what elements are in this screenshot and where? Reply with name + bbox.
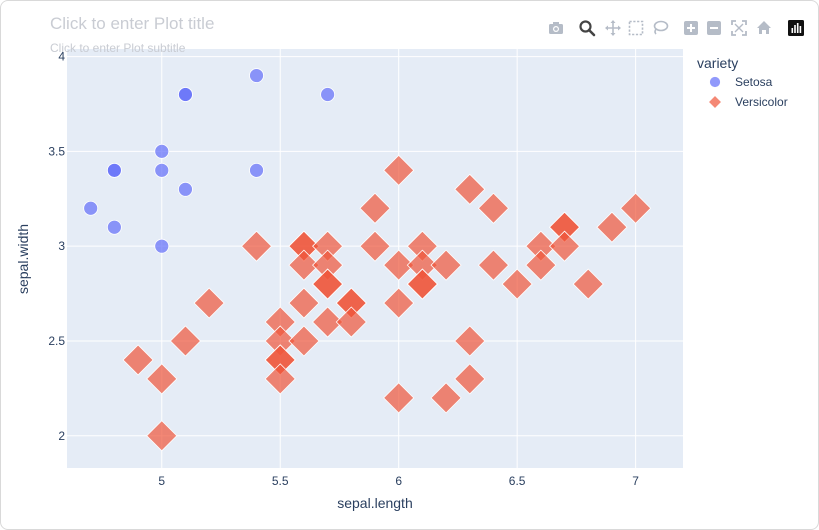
camera-icon[interactable] xyxy=(547,17,567,39)
data-point-versicolor[interactable] xyxy=(454,325,486,357)
reset-axes-icon[interactable] xyxy=(755,17,775,39)
data-point-setosa[interactable] xyxy=(154,162,170,178)
plot-subtitle-placeholder[interactable]: Click to enter Plot subtitle xyxy=(50,41,186,55)
data-point-versicolor[interactable] xyxy=(383,154,415,186)
data-point-setosa[interactable] xyxy=(178,181,193,197)
data-point-versicolor[interactable] xyxy=(359,230,391,262)
data-point-versicolor[interactable] xyxy=(240,230,273,262)
data-point-setosa[interactable] xyxy=(154,143,170,159)
data-point-setosa[interactable] xyxy=(106,219,122,235)
data-point-versicolor[interactable] xyxy=(525,249,557,281)
y-axis-title[interactable]: sepal.width xyxy=(15,224,31,294)
x-tick-label: 7 xyxy=(632,474,639,488)
legend-item-versicolor[interactable]: Versicolor xyxy=(707,94,788,110)
data-point-versicolor[interactable] xyxy=(169,325,202,357)
plotly-logo-icon[interactable] xyxy=(787,17,807,39)
data-point-versicolor[interactable] xyxy=(359,192,391,224)
data-point-versicolor[interactable] xyxy=(572,268,604,300)
data-points xyxy=(83,68,652,452)
zoom-out-icon[interactable] xyxy=(705,17,725,39)
data-point-setosa[interactable] xyxy=(249,68,264,83)
data-point-versicolor[interactable] xyxy=(430,249,462,281)
data-point-versicolor[interactable] xyxy=(430,382,462,414)
data-point-versicolor[interactable] xyxy=(122,344,154,376)
legend-label-setosa: Setosa xyxy=(735,75,773,89)
x-tick-label: 5.5 xyxy=(272,474,289,488)
plot-title-placeholder[interactable]: Click to enter Plot title xyxy=(50,14,214,33)
zoom-in-icon[interactable] xyxy=(682,17,702,39)
data-point-versicolor[interactable] xyxy=(454,173,486,205)
data-point-setosa[interactable] xyxy=(249,162,264,178)
data-point-versicolor[interactable] xyxy=(288,325,320,357)
y-tick-label: 3 xyxy=(58,239,65,253)
x-axis-title[interactable]: sepal.length xyxy=(337,495,413,511)
legend-marker-setosa xyxy=(709,76,721,88)
legend-title: variety xyxy=(697,55,738,71)
data-point-setosa[interactable] xyxy=(106,162,122,178)
data-point-versicolor[interactable] xyxy=(312,268,344,300)
data-point-versicolor[interactable] xyxy=(383,287,415,319)
data-point-versicolor[interactable] xyxy=(383,382,415,414)
data-point-setosa[interactable] xyxy=(154,238,170,254)
x-tick-label: 5 xyxy=(158,474,165,488)
box-select-icon[interactable] xyxy=(627,17,647,39)
autoscale-icon[interactable] xyxy=(730,17,750,39)
data-point-versicolor[interactable] xyxy=(477,192,510,224)
y-tick-label: 4 xyxy=(58,50,65,64)
y-tick-label: 2 xyxy=(58,429,65,443)
legend-item-setosa[interactable]: Setosa xyxy=(709,75,773,89)
data-point-versicolor[interactable] xyxy=(501,268,533,300)
data-point-versicolor[interactable] xyxy=(264,363,296,395)
data-point-setosa[interactable] xyxy=(320,87,336,102)
data-point-versicolor[interactable] xyxy=(454,363,486,395)
data-point-versicolor[interactable] xyxy=(312,306,344,338)
y-tick-label: 2.5 xyxy=(48,334,65,348)
data-point-versicolor[interactable] xyxy=(383,249,415,281)
y-tick-label: 3.5 xyxy=(48,144,65,158)
data-point-versicolor[interactable] xyxy=(406,268,438,300)
data-point-versicolor[interactable] xyxy=(146,363,178,395)
data-point-versicolor[interactable] xyxy=(288,287,320,319)
zoom-icon[interactable] xyxy=(578,17,598,39)
data-point-setosa[interactable] xyxy=(83,200,99,216)
data-point-versicolor[interactable] xyxy=(193,287,225,319)
legend: variety Setosa Versicolor xyxy=(697,55,788,110)
x-tick-label: 6.5 xyxy=(509,474,526,488)
series-setosa xyxy=(83,68,336,254)
series-versicolor xyxy=(122,154,652,452)
data-point-versicolor[interactable] xyxy=(335,306,367,338)
x-tick-labels: 5 5.5 6 6.5 7 xyxy=(158,474,639,488)
data-point-versicolor[interactable] xyxy=(288,249,320,281)
y-tick-labels: 2 2.5 3 3.5 4 xyxy=(48,50,65,443)
data-point-setosa[interactable] xyxy=(178,87,193,102)
data-point-versicolor[interactable] xyxy=(620,192,652,224)
data-point-versicolor[interactable] xyxy=(146,420,178,452)
legend-marker-versicolor xyxy=(707,94,723,110)
legend-label-versicolor: Versicolor xyxy=(735,95,788,109)
data-point-versicolor[interactable] xyxy=(477,249,510,281)
x-tick-label: 6 xyxy=(395,474,402,488)
pan-icon[interactable] xyxy=(604,17,624,39)
data-point-versicolor[interactable] xyxy=(548,230,581,262)
lasso-icon[interactable] xyxy=(651,17,671,39)
data-point-versicolor[interactable] xyxy=(596,211,628,243)
